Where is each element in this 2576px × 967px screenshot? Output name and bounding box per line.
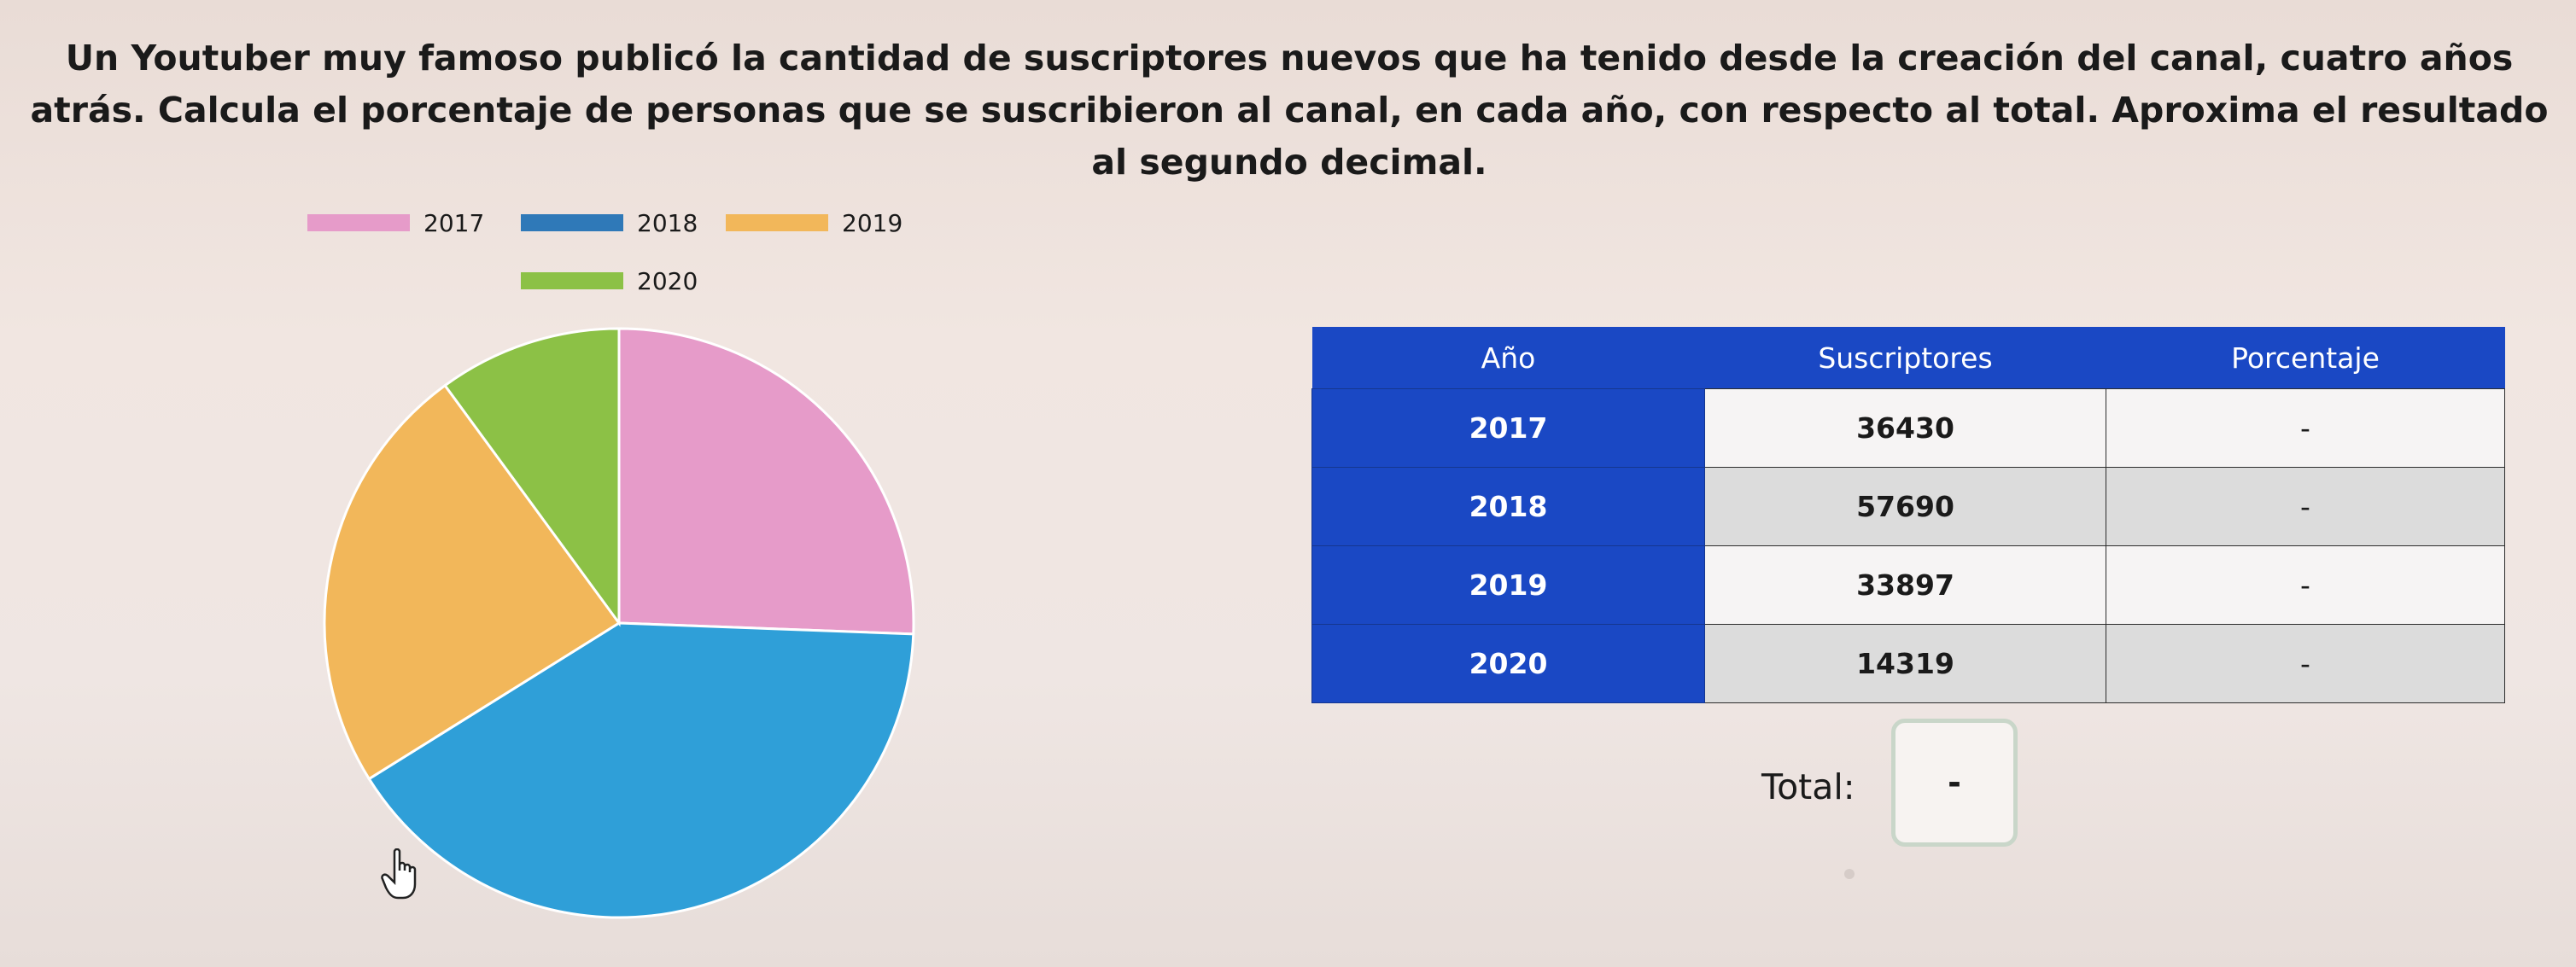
legend-swatch-2018 (521, 214, 623, 231)
legend-label-2018: 2018 (637, 208, 698, 237)
year-cell: 2019 (1311, 545, 1705, 625)
pie-slice-2020 (443, 327, 621, 627)
legend-item-2019: 2019 (726, 208, 903, 237)
table-row: 2018 57690 - (1311, 467, 2505, 546)
header-subscribers: Suscriptores (1704, 327, 2106, 389)
subscribers-cell: 14319 (1704, 624, 2106, 703)
pie-chart (323, 327, 915, 919)
pie-slice-2018 (367, 621, 915, 919)
question-text: Un Youtuber muy famoso publicó la cantid… (30, 38, 2549, 183)
focus-dot (1844, 869, 1855, 879)
percentage-input[interactable]: - (2106, 624, 2505, 703)
pie-slice-2017 (617, 327, 915, 636)
header-percentage: Porcentaje (2106, 327, 2505, 389)
legend-swatch-2017 (307, 214, 410, 231)
subscribers-cell: 33897 (1704, 545, 2106, 625)
total-input[interactable]: - (1891, 719, 2018, 847)
year-cell: 2020 (1311, 624, 1705, 703)
total-label: Total: (1761, 766, 1855, 807)
header-year: Año (1311, 327, 1705, 389)
subscribers-cell: 36430 (1704, 388, 2106, 468)
legend-label-2019: 2019 (842, 208, 903, 237)
table-header-row: Año Suscriptores Porcentaje (1311, 327, 2505, 389)
year-cell: 2017 (1311, 388, 1705, 468)
subscribers-cell: 57690 (1704, 467, 2106, 546)
legend-item-2018: 2018 (521, 208, 698, 237)
year-cell: 2018 (1311, 467, 1705, 546)
table-row: 2019 33897 - (1311, 545, 2505, 625)
percentage-input[interactable]: - (2106, 545, 2505, 625)
legend-label-2017: 2017 (423, 208, 485, 237)
subscribers-table: Año Suscriptores Porcentaje 2017 36430 -… (1311, 327, 2505, 703)
legend-swatch-2019 (726, 214, 828, 231)
percentage-input[interactable]: - (2106, 388, 2505, 468)
legend-swatch-2020 (521, 272, 623, 289)
legend-item-2017: 2017 (307, 208, 485, 237)
pie-slice-2019 (323, 383, 622, 781)
legend-item-2020: 2020 (521, 266, 698, 295)
hand-pointer-icon (381, 848, 417, 900)
legend-label-2020: 2020 (637, 266, 698, 295)
table-row: 2020 14319 - (1311, 624, 2505, 703)
percentage-input[interactable]: - (2106, 467, 2505, 546)
table-row: 2017 36430 - (1311, 388, 2505, 468)
